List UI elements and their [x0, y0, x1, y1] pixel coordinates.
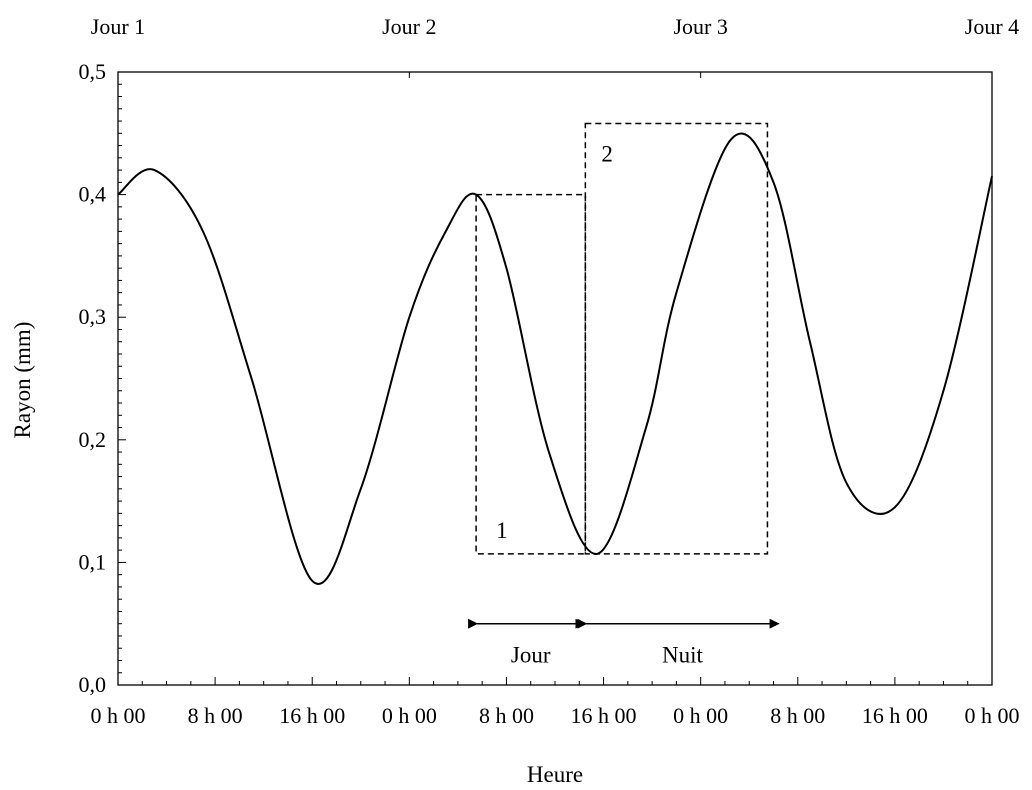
annotation-box-1 [475, 193, 587, 555]
plot-frame [117, 71, 993, 686]
annotation-box-1-label: 1 [496, 518, 508, 543]
y-tick-label: 0,0 [79, 672, 107, 697]
y-tick-label: 0,2 [79, 427, 107, 452]
x-tick-label: 0 h 00 [965, 703, 1020, 728]
y-tick-label: 0,1 [79, 549, 107, 574]
top-axis-ticks: Jour 1 Jour 2 Jour 3 Jour 4 [91, 14, 1019, 78]
annotation-box-2-label: 2 [601, 141, 613, 166]
x-tick-label: 8 h 00 [770, 703, 825, 728]
top-day-label: Jour 4 [965, 14, 1019, 39]
x-tick-label: 8 h 00 [479, 703, 534, 728]
y-axis-ticks: 0,0 0,1 0,2 0,3 0,4 0,5 [79, 59, 126, 697]
x-tick-label: 16 h 00 [279, 703, 345, 728]
series-line [117, 132, 993, 585]
y-tick-label: 0,4 [79, 182, 107, 207]
y-tick-label: 0,5 [79, 59, 107, 84]
arrow-jour-label: Jour [511, 643, 551, 668]
y-axis-label: Rayon (mm) [10, 322, 35, 439]
top-day-label: Jour 3 [673, 14, 727, 39]
x-tick-label: 16 h 00 [862, 703, 928, 728]
x-tick-label: 0 h 00 [382, 703, 437, 728]
top-day-label: Jour 2 [382, 14, 436, 39]
top-day-label: Jour 1 [91, 14, 145, 39]
x-tick-label: 0 h 00 [91, 703, 146, 728]
x-tick-label: 8 h 00 [188, 703, 243, 728]
x-tick-label: 16 h 00 [571, 703, 637, 728]
arrow-nuit-label: Nuit [662, 643, 704, 668]
annotations: 1 2 Jour Nuit [468, 122, 780, 668]
annotation-box-2 [584, 122, 769, 555]
x-tick-label: 0 h 00 [673, 703, 728, 728]
x-axis-label: Heure [527, 762, 583, 787]
y-tick-label: 0,3 [79, 304, 107, 329]
x-axis-ticks: 0 h 00 8 h 00 16 h 00 0 h 00 8 h 00 16 h 00 0 … [91, 677, 1020, 728]
